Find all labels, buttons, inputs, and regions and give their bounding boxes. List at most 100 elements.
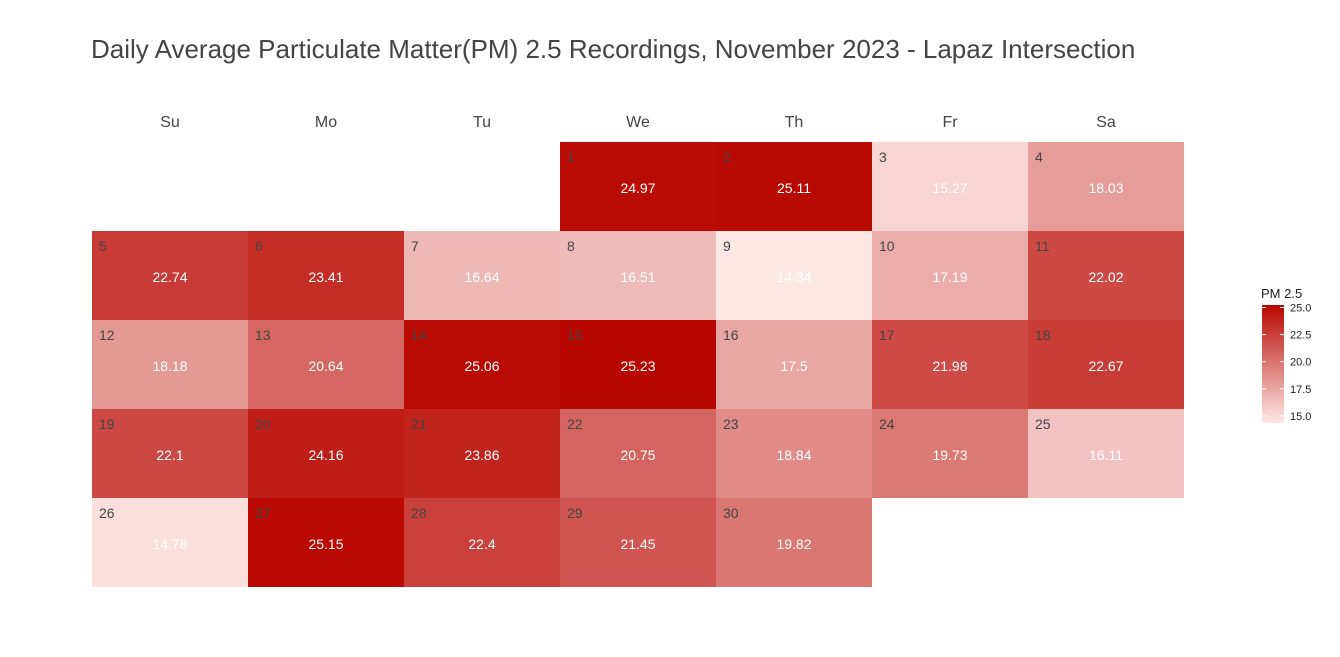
pm25-value-label: 16.51 (620, 269, 655, 285)
day-cell-fill (1028, 142, 1184, 231)
day-cell-fill (1028, 409, 1184, 498)
pm25-value-label: 21.45 (620, 536, 655, 552)
day-number: 9 (723, 238, 731, 254)
day-number: 23 (723, 416, 739, 432)
pm25-value-label: 25.23 (620, 358, 655, 374)
day-cell-fill (560, 231, 716, 320)
day-cell: 11 22.02 (1028, 231, 1184, 320)
day-cell: 28 22.4 (404, 498, 560, 587)
chart-title: Daily Average Particulate Matter(PM) 2.5… (91, 34, 1135, 64)
day-cell: 30 19.82 (716, 498, 872, 587)
day-cell-fill (92, 498, 248, 587)
day-cell: 25 16.11 (1028, 409, 1184, 498)
weekday-label-we: We (626, 114, 650, 131)
day-cell-fill (716, 320, 872, 409)
day-number: 16 (723, 327, 739, 343)
day-cell: 18 22.67 (1028, 320, 1184, 409)
day-cell-fill (1028, 231, 1184, 320)
day-cell: 20 24.16 (248, 409, 404, 498)
day-cell-fill (92, 320, 248, 409)
day-number: 17 (879, 327, 895, 343)
day-cell-fill (92, 231, 248, 320)
pm25-value-label: 14.34 (776, 269, 811, 285)
pm25-value-label: 22.74 (152, 269, 187, 285)
day-number: 4 (1035, 149, 1043, 165)
day-cell-fill (248, 498, 404, 587)
day-cell-fill (92, 409, 248, 498)
day-cell-fill (872, 409, 1028, 498)
pm25-value-label: 22.4 (468, 536, 495, 552)
legend-tick-label: 25.0 (1290, 302, 1311, 314)
day-cell: 418.03 (1028, 142, 1184, 231)
pm25-value-label: 16.64 (464, 269, 499, 285)
day-number: 15 (567, 327, 583, 343)
pm25-value-label: 18.18 (152, 358, 187, 374)
day-cell: 19 22.1 (92, 409, 248, 498)
weekday-label-th: Th (785, 114, 804, 131)
day-cell-fill (248, 409, 404, 498)
day-number: 14 (411, 327, 427, 343)
day-number: 25 (1035, 416, 1051, 432)
day-number: 8 (567, 238, 575, 254)
pm25-value-label: 19.82 (776, 536, 811, 552)
weekday-label-sa: Sa (1096, 114, 1116, 131)
day-number: 13 (255, 327, 271, 343)
day-cell: 17 21.98 (872, 320, 1028, 409)
day-number: 26 (99, 505, 115, 521)
day-number: 1 (567, 149, 575, 165)
day-cell-fill (872, 231, 1028, 320)
legend-tick-label: 20.0 (1290, 357, 1311, 369)
day-cell: 522.74 (92, 231, 248, 320)
day-number: 3 (879, 149, 887, 165)
legend-title: PM 2.5 (1261, 286, 1302, 301)
day-cell: 12 18.18 (92, 320, 248, 409)
day-cell-fill (404, 498, 560, 587)
pm25-value-label: 14.78 (152, 536, 187, 552)
legend: PM 2.5 25.0 22.5 20.0 17.5 15.0 (1261, 286, 1311, 423)
pm25-value-label: 25.15 (308, 536, 343, 552)
day-number: 19 (99, 416, 115, 432)
day-cell: 21 23.86 (404, 409, 560, 498)
day-cell: 27 25.15 (248, 498, 404, 587)
day-number: 5 (99, 238, 107, 254)
legend-tick-label: 15.0 (1290, 411, 1311, 423)
weekday-label-su: Su (160, 114, 180, 131)
day-cell-fill (560, 142, 716, 231)
pm25-value-label: 24.97 (620, 180, 655, 196)
pm25-value-label: 15.27 (932, 180, 967, 196)
day-cell: 315.27 (872, 142, 1028, 231)
pm25-value-label: 22.67 (1088, 358, 1123, 374)
legend-tick-label: 22.5 (1290, 330, 1311, 342)
day-cell-fill (560, 409, 716, 498)
pm25-value-label: 22.1 (156, 447, 183, 463)
day-cell-fill (560, 320, 716, 409)
day-cell: 16 17.5 (716, 320, 872, 409)
day-number: 29 (567, 505, 583, 521)
day-cell: 914.34 (716, 231, 872, 320)
day-cell-fill (404, 231, 560, 320)
day-cell: 23 18.84 (716, 409, 872, 498)
day-cell-fill (716, 231, 872, 320)
day-number: 20 (255, 416, 271, 432)
day-cell-fill (560, 498, 716, 587)
day-cell: 124.97 (560, 142, 716, 231)
day-number: 11 (1035, 238, 1050, 254)
pm25-value-label: 25.11 (777, 180, 811, 196)
pm25-value-label: 20.64 (308, 358, 343, 374)
day-number: 7 (411, 238, 419, 254)
day-number: 12 (99, 327, 115, 343)
day-cell: 26 14.78 (92, 498, 248, 587)
pm25-value-label: 20.75 (620, 447, 655, 463)
pm25-value-label: 24.16 (308, 447, 343, 463)
pm25-value-label: 17.19 (932, 269, 967, 285)
day-cell: 14 25.06 (404, 320, 560, 409)
day-number: 2 (723, 149, 731, 165)
day-cell: 10 17.19 (872, 231, 1028, 320)
day-cell-fill (404, 409, 560, 498)
day-cell: 816.51 (560, 231, 716, 320)
day-number: 6 (255, 238, 263, 254)
pm25-value-label: 21.98 (932, 358, 967, 374)
day-cell-fill (404, 320, 560, 409)
day-number: 28 (411, 505, 427, 521)
